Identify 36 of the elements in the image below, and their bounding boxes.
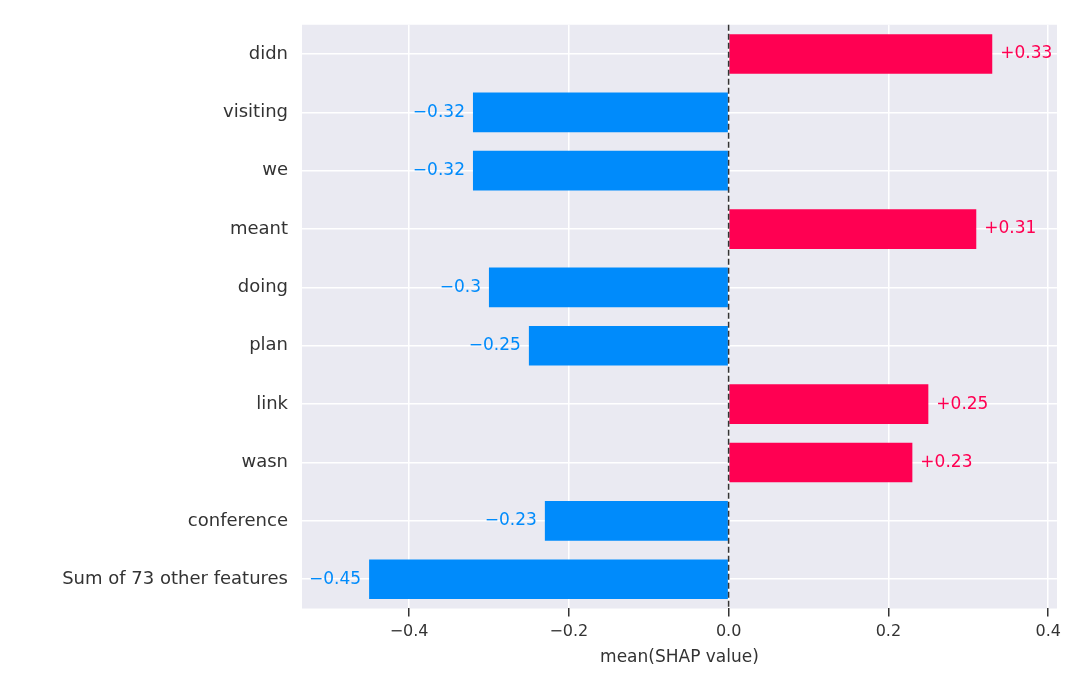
x-tick-label: 0.2 [875,621,902,641]
bar [729,209,977,249]
x-tick-label: 0.0 [715,621,742,641]
y-tick-label: meant [229,216,288,238]
bar [544,501,728,541]
x-tick-label: −0.4 [389,621,429,641]
y-tick-label: visiting [223,100,288,122]
y-tick-label: Sum of 73 other features [62,566,288,588]
data-label: +0.31 [984,217,1037,238]
y-tick-label: didn [248,41,288,63]
data-label: −0.3 [439,275,481,296]
x-tick-label: 0.4 [1035,621,1061,641]
bar [729,442,913,483]
x-axis-title: mean(SHAP value) [600,646,759,667]
y-tick-label: doing [237,275,288,297]
data-label: −0.45 [309,567,362,588]
data-label: −0.25 [468,334,521,355]
y-tick-label: link [256,391,289,413]
data-label: +0.23 [920,450,973,471]
bar [729,384,929,424]
bar [528,325,728,366]
bar [729,34,993,74]
bar [472,92,728,133]
x-tick-label: −0.2 [549,621,589,641]
data-label: +0.25 [936,392,989,413]
y-tick-label: conference [187,508,288,530]
data-label: −0.32 [412,159,465,180]
y-tick-label: plan [249,333,288,355]
y-tick-label: we [262,158,288,180]
bar [488,267,728,308]
bar [472,150,728,191]
data-label: −0.32 [412,100,465,121]
data-label: +0.33 [1000,42,1053,63]
data-label: −0.23 [484,509,537,530]
y-tick-label: wasn [241,450,288,472]
bar [369,559,728,600]
